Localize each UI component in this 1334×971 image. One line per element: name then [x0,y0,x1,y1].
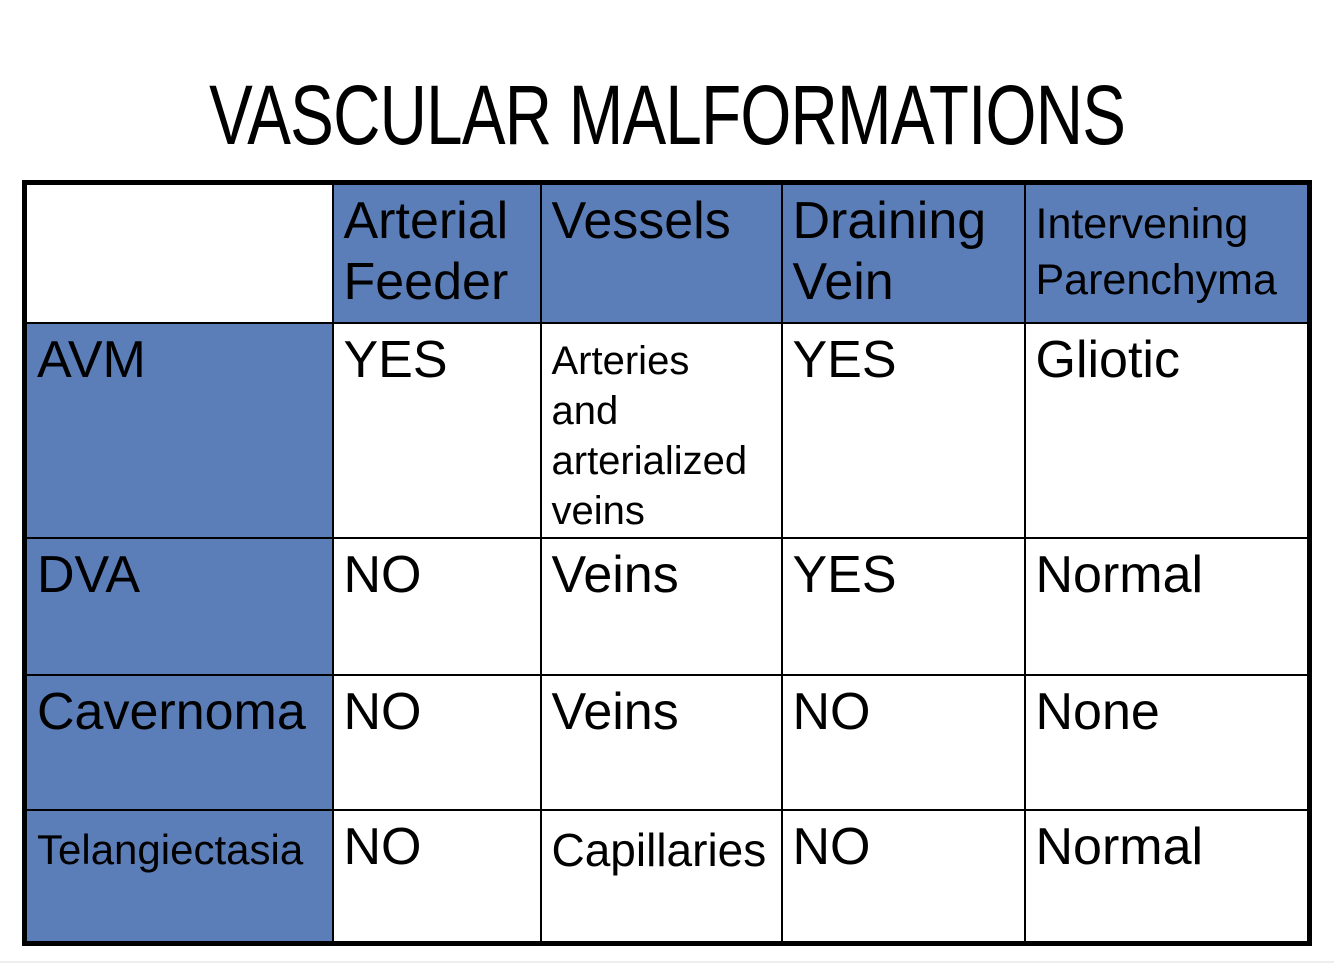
cell-cavernoma-intervening-parenchyma: None [1023,673,1311,811]
cell-cavernoma-vessels: Veins [539,673,783,811]
cell-avm-intervening-parenchyma: Gliotic [1023,321,1311,539]
col-header-arterial-feeder: Arterial Feeder [331,181,542,324]
slide-bottom-edge-divider [0,961,1334,963]
col-header-vessels: Vessels [539,181,783,324]
cell-avm-arterial-feeder: YES [331,321,542,539]
row-header-cavernoma: Cavernoma [23,673,334,811]
cell-telangiectasia-vessels: Capillaries [539,808,783,945]
slide-title: VASCULAR MALFORMATIONS [0,70,1334,161]
cell-dva-intervening-parenchyma: Normal [1023,536,1311,676]
cell-dva-draining-vein: YES [780,536,1026,676]
col-header-draining-vein: Draining Vein [780,181,1026,324]
cell-dva-vessels: Veins [539,536,783,676]
cell-cavernoma-draining-vein: NO [780,673,1026,811]
cell-avm-vessels: Arteries and arterialized veins [539,321,783,539]
table-row-telangiectasia: Telangiectasia NO Capillaries NO Normal [23,808,1311,945]
row-header-dva: DVA [23,536,334,676]
col-header-intervening-parenchyma: Intervening Parenchyma [1023,181,1311,324]
cell-cavernoma-arterial-feeder: NO [331,673,542,811]
vascular-malformations-table: Arterial Feeder Vessels Draining Vein In… [22,180,1312,946]
table-row-avm: AVM YES Arteries and arterialized veins … [23,321,1311,539]
cell-telangiectasia-draining-vein: NO [780,808,1026,945]
corner-cell [23,181,334,324]
cell-telangiectasia-intervening-parenchyma: Normal [1023,808,1311,945]
cell-avm-draining-vein: YES [780,321,1026,539]
row-header-avm: AVM [23,321,334,539]
cell-telangiectasia-arterial-feeder: NO [331,808,542,945]
table-row-cavernoma: Cavernoma NO Veins NO None [23,673,1311,811]
row-header-telangiectasia: Telangiectasia [23,808,334,945]
cell-dva-arterial-feeder: NO [331,536,542,676]
table-row-dva: DVA NO Veins YES Normal [23,536,1311,676]
slide-title-text: VASCULAR MALFORMATIONS [208,68,1126,163]
header-row: Arterial Feeder Vessels Draining Vein In… [23,181,1311,324]
